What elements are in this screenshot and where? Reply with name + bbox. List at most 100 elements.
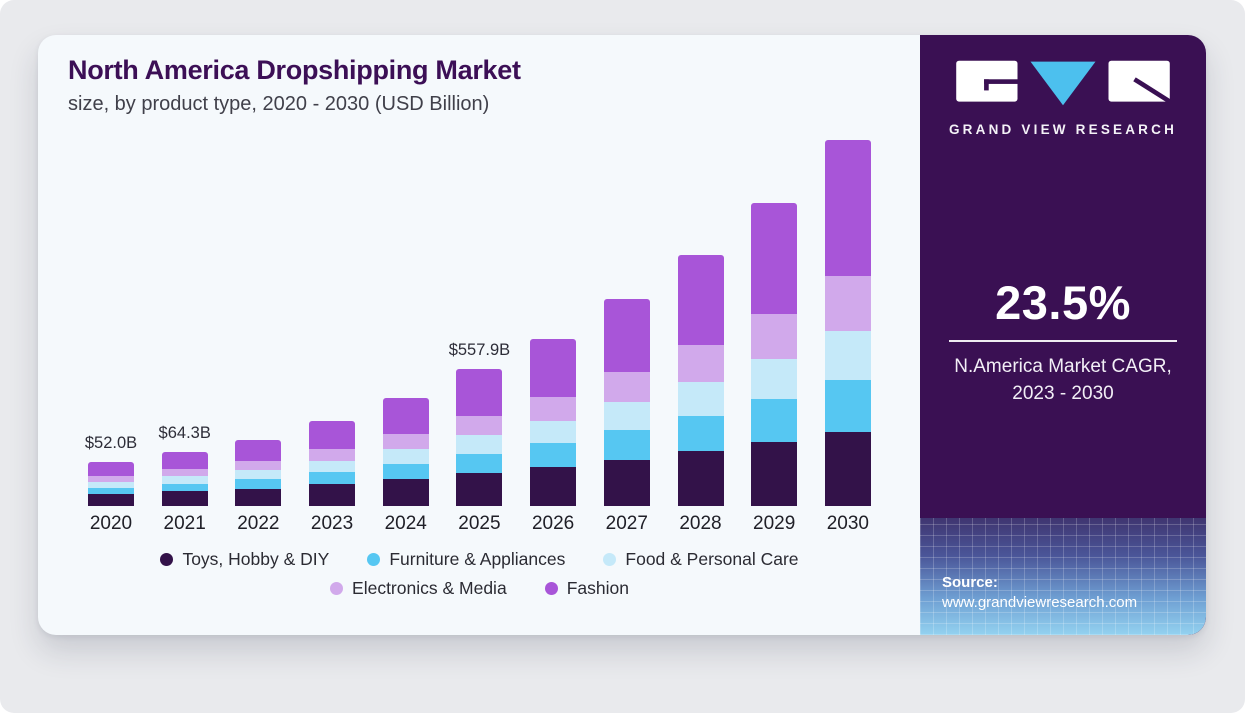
legend-item: Food & Personal Care	[603, 549, 799, 570]
legend-dot-icon	[603, 553, 617, 566]
bar-segment	[161, 469, 208, 477]
x-axis-label: 2022	[237, 513, 280, 534]
bar-segment	[530, 467, 577, 506]
bar-segment	[530, 443, 577, 467]
legend-dot-icon	[367, 553, 381, 566]
bar-segment	[530, 396, 577, 421]
bar-segment	[456, 435, 503, 454]
bar-value-label: $52.0B	[84, 434, 138, 453]
bar-segment	[530, 420, 577, 444]
legend-label: Toys, Hobby & DIY	[182, 549, 330, 569]
bar-segment	[751, 399, 798, 443]
bar-segment	[603, 299, 650, 373]
bar-segment	[677, 451, 724, 506]
bar-segment	[88, 493, 134, 506]
bar-column-2026: 2026	[530, 339, 577, 535]
bar-segment	[751, 358, 798, 400]
x-axis-label: 2030	[826, 513, 870, 534]
x-axis-label: 2025	[458, 513, 501, 534]
bar-segment	[824, 380, 871, 432]
bar-segment	[824, 276, 871, 332]
bar-segment	[235, 440, 282, 462]
x-axis-label: 2029	[753, 513, 796, 534]
bar-segment	[677, 415, 724, 452]
x-axis-label: 2020	[89, 513, 133, 534]
bar-segment	[88, 462, 134, 476]
bar-value-label: $64.3B	[158, 424, 211, 443]
bar-segment	[309, 484, 356, 506]
brand-panel: GRAND VIEW RESEARCH 23.5% N.America Mark…	[920, 35, 1206, 635]
source-url: www.grandviewresearch.com	[942, 594, 1138, 611]
gvr-logo-icon	[956, 60, 1172, 106]
cagr-caption: N.America Market CAGR, 2023 - 2030	[920, 354, 1206, 408]
bar-segment	[824, 139, 871, 277]
bar-segment	[309, 421, 356, 450]
bar-segment	[235, 479, 282, 489]
cagr-divider	[949, 340, 1177, 342]
bar-segment	[456, 473, 503, 506]
legend-dot-icon	[330, 582, 344, 595]
source-label: Source:	[942, 574, 998, 591]
bar-segment	[309, 449, 356, 461]
bar-column-2027: 2027	[603, 299, 650, 535]
bar-segment	[161, 483, 208, 492]
bar-segment	[309, 472, 356, 485]
bar-column-2024: 2024	[382, 398, 429, 535]
source-area: Source: www.grandviewresearch.com	[920, 518, 1206, 635]
bar-2025	[456, 369, 503, 506]
cagr-caption-line2: 2023 - 2030	[1012, 382, 1114, 404]
legend-dot-icon	[160, 553, 174, 566]
legend-dot-icon	[544, 582, 558, 595]
legend-item: Fashion	[544, 578, 629, 599]
x-axis-label: 2027	[605, 513, 648, 534]
bar-value-label: $557.9B	[448, 341, 511, 360]
bar-column-2028: 2028	[677, 255, 724, 535]
bar-segment	[88, 475, 134, 482]
legend-label: Furniture & Appliances	[389, 549, 566, 569]
stacked-bar-chart: $52.0B 2020 $64.3B 2021 2022 2023 2024 $557.9B 2…	[84, 133, 871, 535]
legend-item: Furniture & Appliances	[367, 549, 565, 570]
legend-label: Food & Personal Care	[625, 549, 799, 569]
bar-2027	[603, 299, 650, 506]
bar-segment	[677, 382, 724, 416]
bar-segment	[382, 479, 429, 506]
cagr-block: 23.5% N.America Market CAGR, 2023 - 2030	[920, 275, 1206, 408]
bar-segment	[382, 463, 429, 480]
bar-column-2029: 2029	[751, 202, 798, 535]
legend-row: Electronics & Media Fashion	[330, 578, 629, 599]
bar-segment	[235, 488, 282, 506]
bar-segment	[161, 476, 208, 484]
bar-2023	[309, 421, 356, 506]
bar-segment	[603, 372, 650, 403]
legend-label: Electronics & Media	[352, 578, 507, 598]
bar-segment	[677, 345, 724, 383]
bar-segment	[824, 331, 871, 380]
bar-2024	[382, 398, 429, 506]
bar-2030	[824, 139, 871, 506]
bar-segment	[161, 491, 208, 506]
bar-segment	[88, 487, 134, 494]
x-axis-label: 2026	[531, 513, 575, 534]
bar-segment	[530, 339, 577, 397]
legend-item: Toys, Hobby & DIY	[160, 549, 329, 570]
bar-segment	[161, 452, 208, 470]
bar-segment	[382, 449, 429, 464]
bar-segment	[456, 369, 503, 416]
bar-2020	[88, 462, 134, 506]
x-axis-label: 2021	[163, 513, 206, 534]
bar-column-2023: 2023	[309, 421, 356, 535]
logo-v-icon	[1030, 61, 1096, 106]
legend-item: Electronics & Media	[330, 578, 507, 599]
bar-segment	[603, 402, 650, 431]
bar-segment	[824, 432, 871, 506]
bar-column-2022: 2022	[235, 440, 282, 535]
bar-segment	[382, 398, 429, 435]
x-axis-label: 2023	[310, 513, 354, 534]
report-card: North America Dropshipping Market size, …	[38, 35, 1206, 635]
bar-segment	[309, 460, 356, 473]
bar-column-2020: $52.0B 2020	[84, 434, 138, 535]
cagr-caption-line1: N.America Market CAGR,	[954, 356, 1172, 377]
bar-2022	[235, 440, 282, 506]
bar-segment	[382, 434, 429, 450]
